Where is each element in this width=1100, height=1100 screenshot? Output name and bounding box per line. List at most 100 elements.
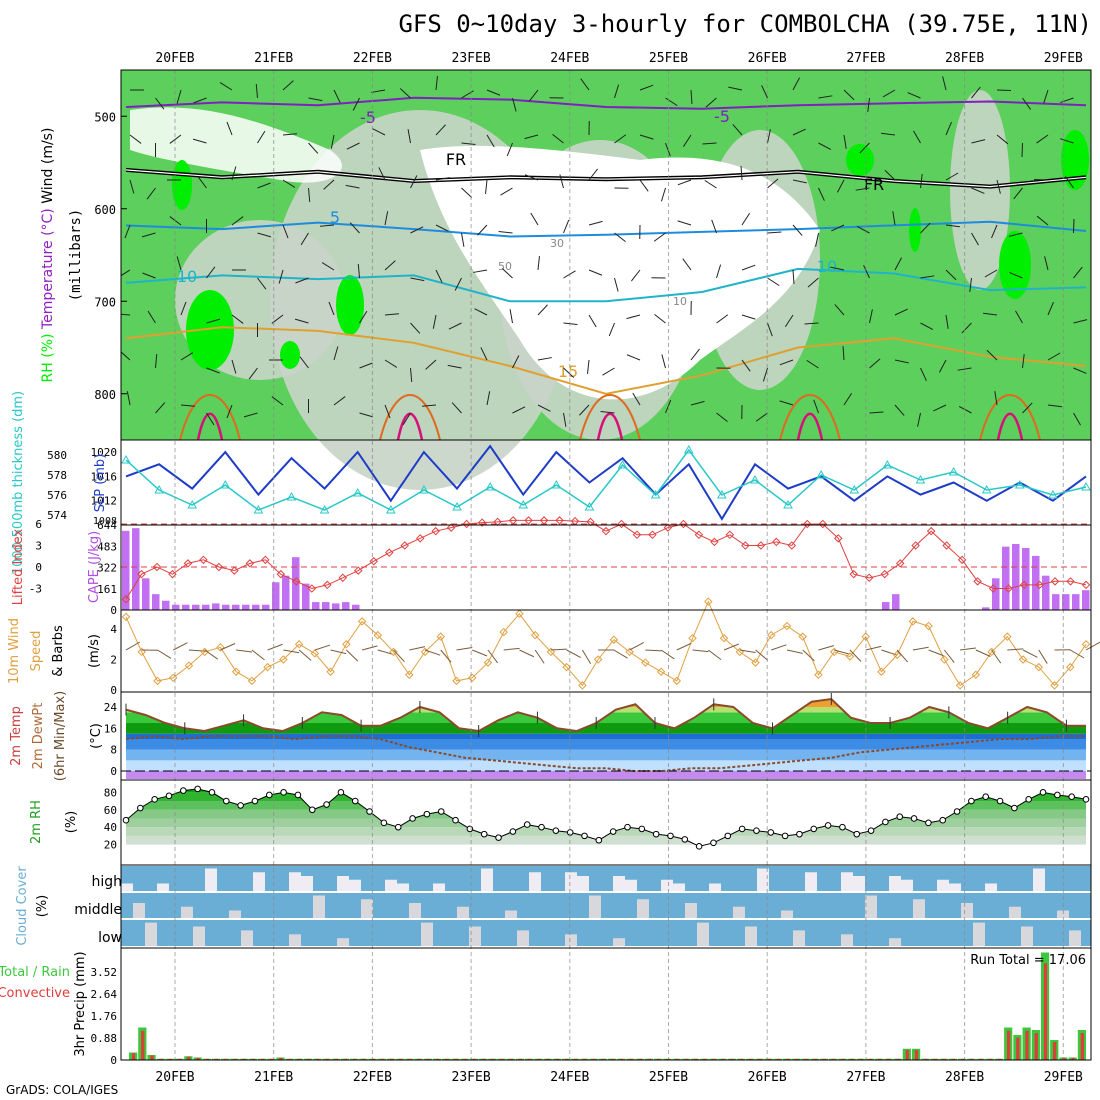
wind-barb [323,179,335,190]
wind-barb [231,166,237,181]
wind-speed-marker [704,597,713,606]
cloud-gap [313,895,325,918]
wind-barb [300,232,309,246]
wind-barb [971,187,985,194]
wind-barb [1047,404,1062,408]
surface-wind-barb [204,649,219,660]
wind-speed-marker [609,635,619,644]
rh-marker [423,810,431,818]
date-label-top: 27FEB [846,51,885,66]
precip-tick-label: 3.52 [91,966,118,979]
wind-barb [588,314,597,328]
precip-convective-bar [233,1058,237,1060]
precip-convective-bar [177,1058,182,1060]
wind-speed-marker [515,609,524,619]
wind-barb [807,277,819,288]
wind-barb [945,224,960,228]
wind-barb [524,134,539,140]
precip-convective-bar [960,1058,965,1060]
precip-convective-bar [417,1058,421,1060]
date-label-bottom: 22FEB [353,1070,392,1085]
precip-convective-bar [537,1058,541,1060]
wind-barb [792,269,795,285]
rh-marker [867,827,875,834]
wind-barb [920,367,927,381]
surface-wind-barb [157,649,172,659]
thickness-marker [717,489,727,499]
thickness-marker [915,474,926,484]
wind-barb [1043,89,1049,104]
credit-label: GrADS: COLA/IGES [6,1083,118,1097]
precip-convective-bar [859,1058,863,1060]
cloud-gap [385,879,397,891]
wind-barb [257,130,266,144]
precip-convective-bar [1043,963,1048,1060]
temp-title: 2m DewPt [31,703,46,770]
thickness-marker [187,499,198,509]
wind-speed-marker [955,681,965,690]
cloud-gap [793,930,805,946]
wind-barb [226,404,233,419]
precip-convective-bar [141,1030,145,1060]
lifted-index-marker [1066,577,1075,586]
cape-bar [272,582,280,610]
rh-marker [667,832,674,840]
thickness-tick-label: 578 [47,469,67,482]
precip-convective-bar [159,1058,163,1060]
temperature-panel [121,693,1091,779]
cape-bar [282,575,290,610]
contour-label: 15 [558,362,578,381]
surface-wind-barb [503,647,520,651]
wind-barb [180,301,187,316]
wind-speed-marker [1034,662,1044,672]
wind-barb [856,225,870,234]
precip-convective-bar [583,1058,587,1060]
wind-barb [1073,367,1087,374]
cloud-row-low [121,920,1091,946]
wind-barb [141,232,156,238]
wind-barb [563,219,570,234]
cape-bar [892,594,900,610]
lifted-index-marker [818,519,828,529]
rh-band [126,809,1086,819]
wind-barb [740,165,743,181]
cloud-gap [661,879,673,891]
cape-bar [1072,594,1080,610]
wind-barb [945,269,957,281]
precip-convective-bar [288,1058,292,1060]
cloud-gap [409,903,421,918]
cape-bar [172,604,180,610]
cloud-level-label: low [98,930,122,946]
wind-barb [665,142,671,157]
wind-barb [126,391,131,406]
wind-barb [1022,354,1025,369]
precip-convective-bar [306,1058,311,1060]
wind-barb [614,134,627,144]
wind-barb [920,322,934,331]
wind-barb [231,216,244,226]
precip-convective-bar [887,1058,891,1060]
date-label-bottom: 29FEB [1044,1070,1083,1085]
wind-barb [422,404,437,407]
wind-speed-marker [845,652,855,661]
wind-speed-marker [971,670,981,680]
cape-bar [992,578,1000,610]
wind-barb [448,322,462,330]
rh-marker [724,832,732,840]
lifted-index-marker [756,541,766,550]
surface-wind-barb [975,649,991,657]
wind-barb [384,404,391,419]
wind-barb [506,142,513,157]
wind-barb [818,142,832,151]
precip-convective-bar [1053,1042,1057,1060]
wind-barb [349,222,360,234]
cloud-gap [1021,926,1033,946]
lifted-index-marker [586,517,595,527]
cloud-gap [253,872,265,891]
surface-wind-barb [723,643,740,651]
wind-barb [843,392,853,406]
thickness-marker [452,501,462,511]
lifted-index-marker [354,566,363,575]
wind-barb [480,347,488,361]
precip-convective-bar [730,1058,734,1060]
